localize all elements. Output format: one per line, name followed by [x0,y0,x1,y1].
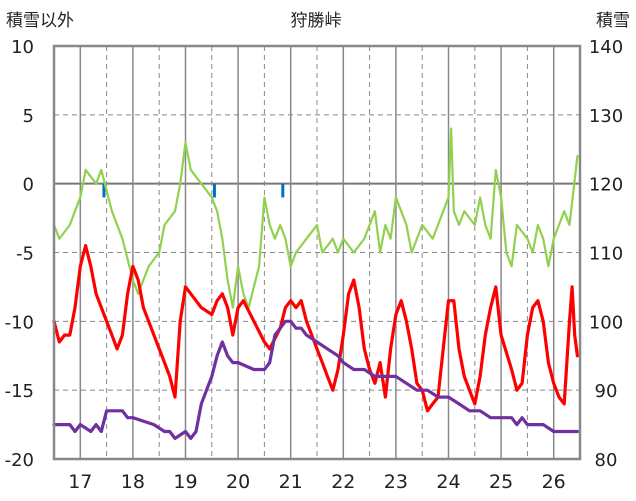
plot-frame [52,44,582,461]
right-tick-label: 140 [589,37,623,58]
left-tick-label: 0 [23,175,34,196]
x-tick-label: 24 [436,471,460,493]
series-snow_depth-line [52,319,579,440]
left-tick-label: -20 [5,450,34,471]
x-tick-label: 20 [226,471,250,493]
x-axis-ticks: 17 18 19 20 21 22 23 24 25 26 [68,471,566,493]
right-tick-label: 120 [589,175,623,196]
bar [212,183,216,198]
right-tick-label: 90 [595,381,618,402]
series-temperature-line [52,244,579,413]
x-tick-label: 25 [489,471,513,493]
left-tick-label: -5 [16,244,34,265]
x-tick-label: 26 [542,471,566,493]
right-axis-label: 積雪 [596,11,630,31]
grid [54,46,580,459]
bar [102,183,106,198]
bar-series [102,183,285,198]
right-tick-label: 130 [589,106,623,127]
left-tick-label: -15 [5,381,34,402]
x-tick-label: 18 [121,471,145,493]
x-tick-label: 17 [68,471,92,493]
right-tick-label: 100 [589,312,623,333]
left-tick-label: -10 [5,312,34,333]
left-tick-label: 10 [11,37,34,58]
x-tick-label: 19 [173,471,197,493]
left-axis-ticks: 10 5 0 -5 -10 -15 -20 [5,37,34,471]
x-tick-label: 23 [384,471,408,493]
right-axis-ticks: 140 130 120 110 100 90 80 [589,37,623,471]
x-tick-label: 21 [279,471,303,493]
right-tick-label: 110 [589,244,623,265]
left-tick-label: 5 [23,106,34,127]
series-green-line [52,127,579,309]
bar [281,183,285,198]
left-axis-label: 積雪以外 [6,11,74,31]
series-lines [52,127,579,440]
chart-title: 狩勝峠 [291,11,342,31]
x-tick-label: 22 [331,471,355,493]
right-tick-label: 80 [595,450,618,471]
